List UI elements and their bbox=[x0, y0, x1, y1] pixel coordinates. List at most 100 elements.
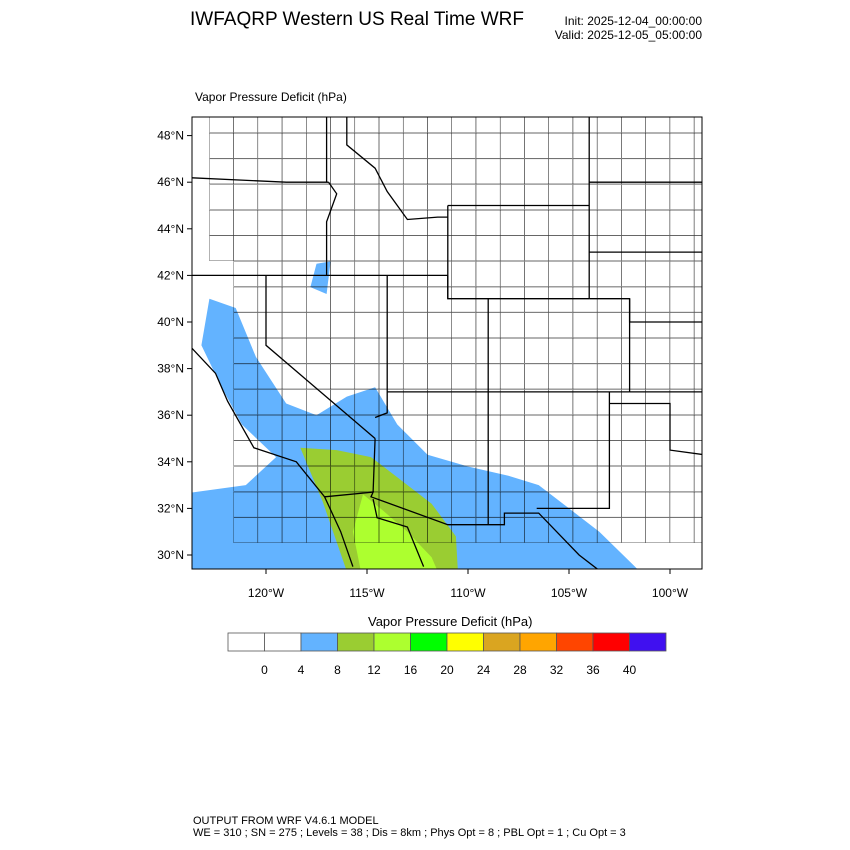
county-border bbox=[451, 286, 476, 313]
county-border bbox=[233, 363, 258, 390]
county-border bbox=[694, 491, 702, 518]
county-border bbox=[500, 158, 525, 185]
county-border bbox=[645, 133, 670, 159]
county-border bbox=[306, 389, 331, 415]
county-border bbox=[718, 287, 742, 312]
county-border bbox=[694, 363, 702, 390]
county-border bbox=[306, 133, 331, 159]
county-border bbox=[475, 184, 501, 210]
county-border bbox=[378, 117, 404, 133]
county-border bbox=[451, 338, 476, 364]
county-border bbox=[403, 261, 428, 287]
county-border bbox=[354, 312, 380, 338]
county-border bbox=[354, 338, 380, 364]
county-border bbox=[645, 466, 670, 492]
county-border bbox=[524, 491, 549, 518]
field-subtitle: Vapor Pressure Deficit (hPa) bbox=[195, 90, 347, 104]
county-border bbox=[233, 440, 258, 466]
colorbar-label: 4 bbox=[298, 663, 305, 677]
county-border bbox=[209, 158, 234, 185]
lat-tick-label: 44°N bbox=[157, 222, 184, 236]
county-border bbox=[621, 312, 646, 338]
border-line bbox=[265, 275, 376, 439]
county-border bbox=[669, 415, 695, 441]
county-border bbox=[233, 389, 258, 415]
county-border bbox=[330, 363, 355, 390]
county-border bbox=[378, 235, 404, 261]
footer-model: OUTPUT FROM WRF V4.6.1 MODEL bbox=[193, 815, 379, 827]
county-border bbox=[500, 517, 525, 543]
county-border bbox=[427, 210, 452, 236]
county-border bbox=[718, 261, 742, 286]
valid-time: Valid: 2025-12-05_05:00:00 bbox=[554, 28, 702, 42]
county-border bbox=[500, 210, 525, 236]
county-border bbox=[694, 389, 702, 415]
county-border bbox=[354, 415, 380, 441]
county-border bbox=[572, 133, 598, 159]
county-border bbox=[427, 491, 452, 518]
county-border bbox=[306, 338, 331, 364]
county-border bbox=[669, 117, 695, 133]
county-border bbox=[572, 466, 598, 492]
colorbar: 0 4 8 12 16 20 24 28 32 36 40 bbox=[227, 632, 667, 677]
county-border bbox=[330, 286, 355, 313]
county-border bbox=[427, 363, 452, 390]
lon-tick-label: 110°W bbox=[450, 586, 486, 600]
county-border bbox=[427, 184, 452, 210]
lat-tick-label: 38°N bbox=[157, 362, 184, 376]
county-border bbox=[427, 312, 452, 338]
county-border bbox=[548, 312, 573, 338]
county-border bbox=[427, 466, 452, 492]
colorbar-label: 16 bbox=[404, 663, 418, 677]
county-border bbox=[451, 158, 476, 185]
county-border bbox=[233, 117, 258, 133]
county-border bbox=[500, 338, 525, 364]
county-border bbox=[500, 286, 525, 313]
county-border bbox=[451, 235, 476, 261]
county-border bbox=[645, 415, 670, 441]
county-border bbox=[694, 440, 702, 466]
county-border bbox=[233, 261, 258, 287]
vpd-4-8-region bbox=[192, 298, 638, 569]
county-border bbox=[718, 466, 742, 491]
county-border bbox=[694, 133, 702, 159]
county-border bbox=[718, 108, 742, 133]
county-border bbox=[282, 235, 307, 261]
county-border bbox=[621, 517, 646, 543]
county-border bbox=[572, 261, 598, 287]
county-border bbox=[475, 286, 501, 313]
footer-config: WE = 310 ; SN = 275 ; Levels = 38 ; Dis … bbox=[193, 827, 626, 839]
county-border bbox=[282, 133, 307, 159]
county-border bbox=[330, 517, 355, 543]
colorbar-label: 32 bbox=[550, 663, 564, 677]
county-border bbox=[282, 466, 307, 492]
county-border bbox=[427, 133, 452, 159]
county-border bbox=[209, 235, 234, 261]
init-time: Init: 2025-12-04_00:00:00 bbox=[564, 14, 702, 28]
county-border bbox=[500, 235, 525, 261]
border-line bbox=[609, 402, 702, 456]
county-border bbox=[257, 466, 283, 492]
county-border bbox=[451, 415, 476, 441]
county-border bbox=[500, 491, 525, 518]
county-border bbox=[306, 440, 331, 466]
county-border bbox=[597, 389, 622, 415]
county-border bbox=[572, 117, 598, 133]
county-border bbox=[718, 236, 742, 261]
county-border bbox=[403, 363, 428, 390]
county-border bbox=[694, 338, 702, 364]
border-line bbox=[324, 491, 599, 569]
county-border bbox=[669, 158, 695, 185]
county-border bbox=[403, 133, 428, 159]
county-border bbox=[621, 286, 646, 313]
county-border bbox=[572, 312, 598, 338]
county-border bbox=[597, 133, 622, 159]
county-border bbox=[694, 184, 702, 210]
county-border bbox=[354, 184, 380, 210]
county-border bbox=[524, 517, 549, 543]
colorbar-label: 8 bbox=[334, 663, 341, 677]
county-border bbox=[306, 491, 331, 518]
county-border bbox=[645, 158, 670, 185]
county-border bbox=[354, 286, 380, 313]
